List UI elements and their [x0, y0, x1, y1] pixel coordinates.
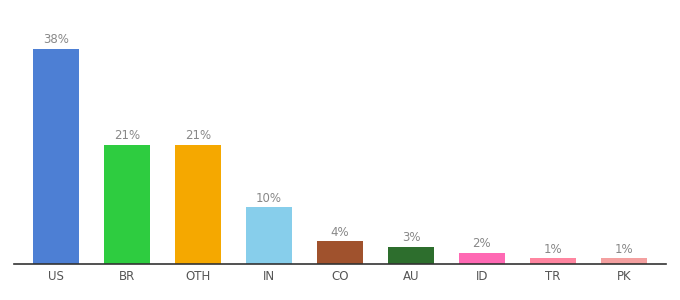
- Text: 1%: 1%: [615, 242, 633, 256]
- Bar: [246, 207, 292, 264]
- Bar: [33, 49, 80, 264]
- Bar: [459, 253, 505, 264]
- Bar: [530, 258, 576, 264]
- Text: 21%: 21%: [185, 129, 211, 142]
- Bar: [104, 145, 150, 264]
- Text: 38%: 38%: [44, 33, 69, 46]
- Bar: [600, 258, 647, 264]
- Text: 21%: 21%: [114, 129, 140, 142]
- Text: 2%: 2%: [473, 237, 491, 250]
- Bar: [175, 145, 221, 264]
- Text: 3%: 3%: [402, 231, 420, 244]
- Bar: [388, 247, 434, 264]
- Text: 4%: 4%: [330, 226, 350, 238]
- Text: 1%: 1%: [543, 242, 562, 256]
- Bar: [317, 242, 363, 264]
- Text: 10%: 10%: [256, 192, 282, 205]
